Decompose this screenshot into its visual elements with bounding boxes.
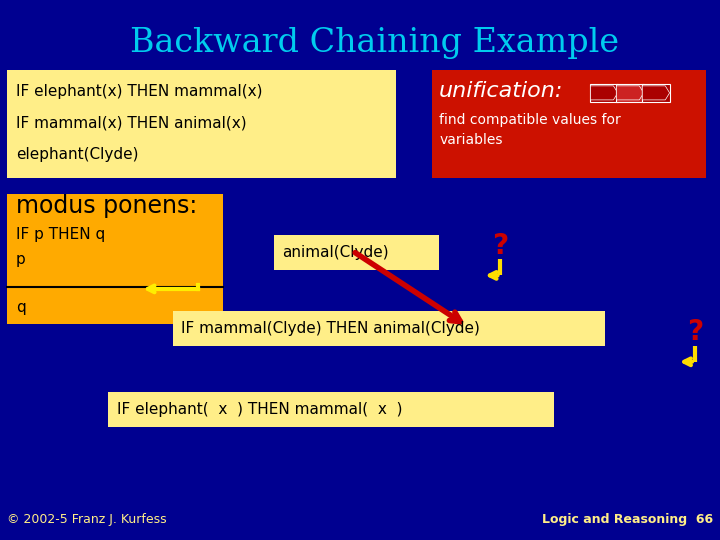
Bar: [7, 194, 223, 324]
Text: ?: ?: [687, 318, 703, 346]
Bar: [108, 392, 554, 427]
Text: q: q: [16, 300, 26, 315]
Text: IF elephant(  x  ) THEN mammal(  x  ): IF elephant( x ) THEN mammal( x ): [117, 402, 402, 416]
Text: IF mammal(Clyde) THEN animal(Clyde): IF mammal(Clyde) THEN animal(Clyde): [181, 321, 480, 335]
Polygon shape: [616, 86, 644, 100]
Text: Logic and Reasoning  66: Logic and Reasoning 66: [541, 514, 713, 526]
Bar: [642, 84, 670, 102]
Bar: [7, 70, 396, 178]
Bar: [432, 70, 706, 178]
Text: IF p THEN q: IF p THEN q: [16, 227, 105, 242]
Polygon shape: [642, 86, 670, 100]
Bar: [616, 84, 644, 102]
Text: ?: ?: [492, 232, 508, 260]
Text: © 2002-5 Franz J. Kurfess: © 2002-5 Franz J. Kurfess: [7, 514, 167, 526]
Bar: [173, 310, 605, 346]
Polygon shape: [590, 86, 618, 100]
Text: modus ponens:: modus ponens:: [16, 194, 197, 218]
Bar: [274, 235, 439, 270]
Text: IF mammal(x) THEN animal(x): IF mammal(x) THEN animal(x): [16, 116, 246, 131]
Text: animal(Clyde): animal(Clyde): [282, 245, 389, 260]
Bar: [590, 84, 618, 102]
Text: unification:: unification:: [439, 80, 564, 101]
Text: elephant(Clyde): elephant(Clyde): [16, 147, 138, 162]
Text: p: p: [16, 252, 26, 267]
Text: find compatible values for
variables: find compatible values for variables: [439, 113, 621, 147]
Text: IF elephant(x) THEN mammal(x): IF elephant(x) THEN mammal(x): [16, 84, 262, 99]
Text: Backward Chaining Example: Backward Chaining Example: [130, 27, 619, 59]
